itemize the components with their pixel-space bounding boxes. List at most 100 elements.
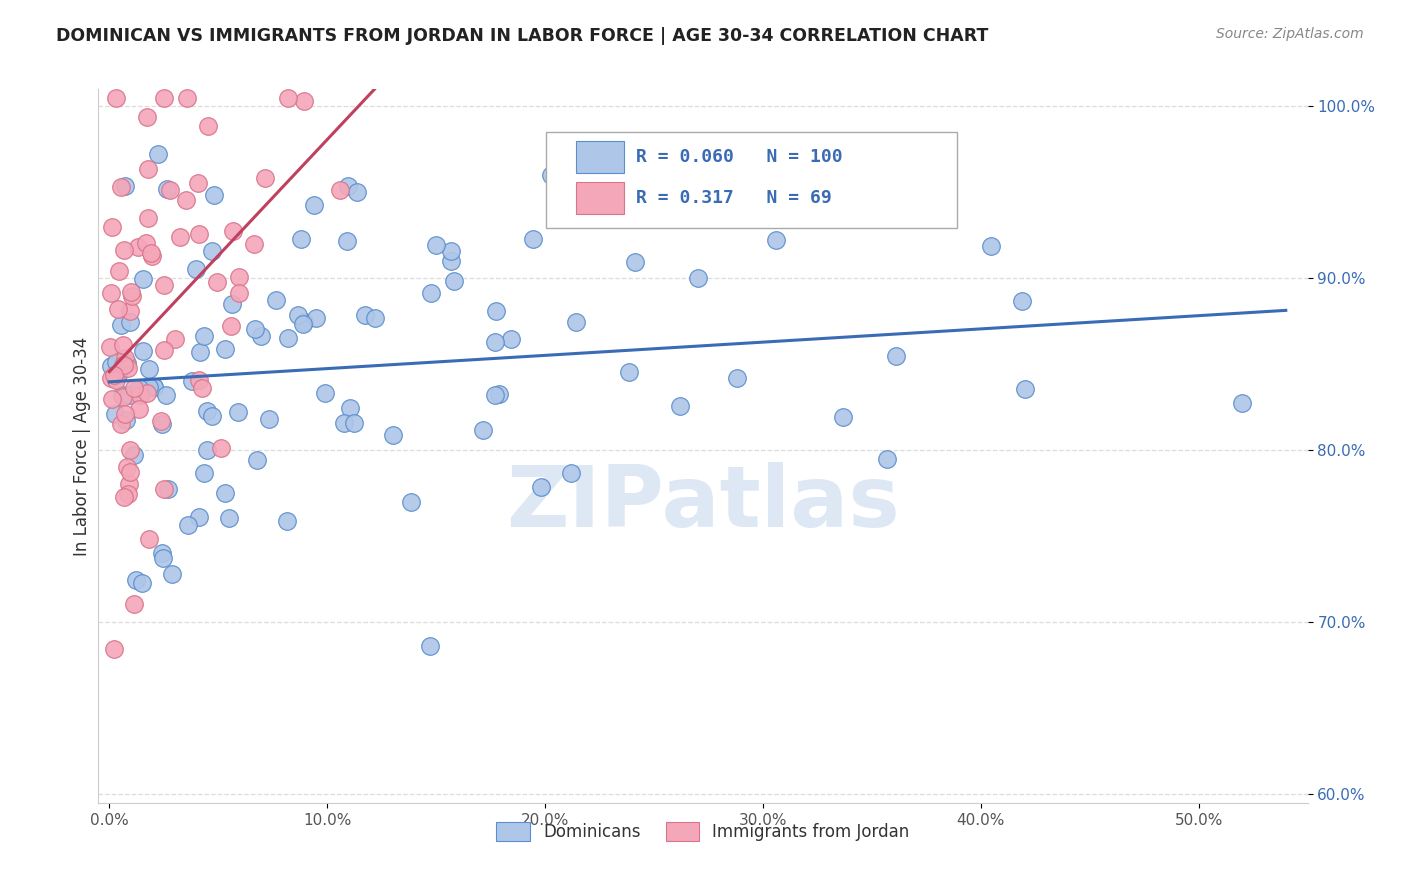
Point: [136, 211, 159, 225]
Point: [443, 273, 465, 287]
Point: [142, 380, 165, 394]
Point: [112, 490, 135, 504]
FancyBboxPatch shape: [576, 141, 624, 173]
Point: [329, 183, 352, 197]
Point: [141, 249, 163, 263]
Point: [540, 169, 562, 183]
Point: [118, 304, 141, 318]
Point: [201, 244, 224, 258]
Point: [174, 193, 197, 207]
Point: [195, 404, 218, 418]
Legend: Dominicans, Immigrants from Jordan: Dominicans, Immigrants from Jordan: [489, 815, 917, 848]
Point: [153, 343, 176, 357]
Point: [100, 371, 122, 385]
Point: [488, 387, 510, 401]
Point: [103, 368, 125, 382]
Point: [980, 239, 1002, 253]
Point: [160, 567, 183, 582]
Point: [250, 329, 273, 343]
Point: [353, 309, 375, 323]
Point: [243, 236, 266, 251]
Point: [107, 302, 129, 317]
Point: [104, 407, 127, 421]
Text: R = 0.060   N = 100: R = 0.060 N = 100: [637, 148, 844, 166]
Point: [159, 183, 181, 197]
Text: DOMINICAN VS IMMIGRANTS FROM JORDAN IN LABOR FORCE | AGE 30-34 CORRELATION CHART: DOMINICAN VS IMMIGRANTS FROM JORDAN IN L…: [56, 27, 988, 45]
Point: [277, 331, 299, 345]
Point: [725, 371, 748, 385]
Point: [1011, 293, 1033, 308]
Point: [219, 319, 242, 334]
Point: [150, 546, 173, 560]
Point: [105, 354, 128, 368]
Point: [765, 233, 787, 247]
Point: [110, 179, 132, 194]
Point: [152, 550, 174, 565]
Point: [136, 161, 159, 176]
Point: [117, 360, 139, 375]
Point: [246, 452, 269, 467]
Point: [110, 318, 132, 332]
Point: [138, 532, 160, 546]
Point: [346, 185, 368, 199]
Point: [176, 91, 198, 105]
Point: [382, 427, 405, 442]
Point: [254, 171, 277, 186]
Point: [188, 373, 211, 387]
Point: [214, 342, 236, 356]
Point: [184, 262, 207, 277]
Point: [343, 416, 366, 430]
Text: Source: ZipAtlas.com: Source: ZipAtlas.com: [1216, 27, 1364, 41]
Point: [153, 91, 176, 105]
Point: [100, 392, 122, 406]
Point: [501, 332, 523, 346]
Point: [292, 94, 315, 108]
Point: [114, 178, 136, 193]
Point: [156, 482, 179, 496]
Point: [277, 91, 299, 105]
Point: [314, 386, 336, 401]
Point: [188, 227, 211, 242]
Point: [124, 381, 146, 395]
Point: [112, 358, 135, 372]
Point: [135, 110, 157, 124]
Point: [565, 315, 588, 329]
Point: [831, 410, 853, 425]
Point: [138, 362, 160, 376]
Point: [485, 304, 508, 318]
Point: [363, 311, 385, 326]
Point: [110, 417, 132, 432]
Point: [688, 270, 710, 285]
Point: [118, 477, 141, 491]
Point: [876, 451, 898, 466]
Point: [153, 278, 176, 293]
Point: [420, 285, 443, 300]
Point: [188, 345, 211, 359]
Point: [104, 373, 127, 387]
Point: [156, 182, 179, 196]
Point: [112, 358, 135, 372]
Point: [112, 390, 135, 404]
Point: [197, 119, 219, 133]
Point: [131, 343, 153, 358]
Point: [125, 574, 148, 588]
Point: [228, 285, 250, 300]
Point: [425, 238, 447, 252]
Point: [218, 511, 240, 525]
Point: [619, 365, 641, 379]
Point: [118, 388, 141, 402]
Point: [484, 334, 506, 349]
Point: [181, 374, 204, 388]
Point: [120, 466, 142, 480]
Point: [1014, 382, 1036, 396]
Point: [276, 514, 298, 528]
Point: [440, 254, 463, 268]
Point: [221, 296, 243, 310]
Point: [291, 317, 314, 331]
FancyBboxPatch shape: [546, 132, 957, 228]
Point: [105, 91, 128, 105]
Point: [419, 639, 441, 653]
Point: [195, 442, 218, 457]
Point: [139, 246, 162, 260]
Point: [522, 231, 544, 245]
